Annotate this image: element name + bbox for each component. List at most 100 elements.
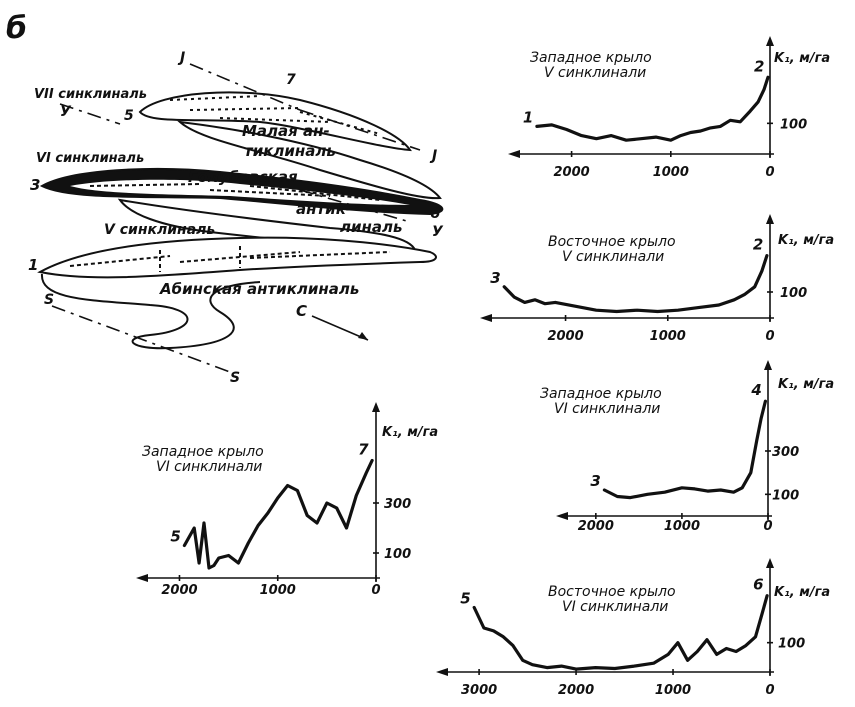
y-tick-label: 100 bbox=[772, 488, 799, 503]
y-axis-arrow bbox=[372, 402, 380, 412]
direction-arrow bbox=[311, 315, 369, 341]
label-n5-map: 5 bbox=[124, 108, 134, 124]
label-syncline-v: V синклиналь bbox=[104, 222, 215, 238]
curve-start-label: 1 bbox=[523, 108, 533, 126]
y-axis-arrow bbox=[766, 214, 774, 224]
x-tick-label: 2000 bbox=[547, 329, 583, 344]
profile-line-S bbox=[51, 305, 231, 373]
label-syncline-vii: VII синклиналь bbox=[34, 87, 147, 102]
abinskaya-anticline-shape bbox=[40, 273, 261, 350]
chart-title-line: Восточное крыло bbox=[548, 234, 676, 250]
chart-title-line: VI синклинали bbox=[156, 459, 262, 475]
y-tick-label: 100 bbox=[780, 286, 807, 301]
chart-title-line: VI синклинали bbox=[562, 599, 668, 615]
x-tick-label: 1000 bbox=[260, 583, 296, 598]
x-tick-label: 2000 bbox=[558, 683, 594, 698]
syncline-vi-shape bbox=[39, 167, 444, 216]
curve-start-label: 5 bbox=[460, 589, 470, 607]
x-tick-label: 0 bbox=[763, 519, 772, 534]
x-tick-label: 1000 bbox=[650, 329, 686, 344]
curve-end-label: 6 bbox=[753, 576, 763, 594]
label-S-bottom: S bbox=[230, 370, 240, 386]
x-tick-label: 0 bbox=[765, 683, 774, 698]
label-antikli-2: линаль bbox=[340, 218, 402, 236]
label-U-left: У bbox=[60, 104, 72, 120]
label-syncline-vi: VI синклиналь bbox=[36, 151, 144, 166]
curve-start-label: 3 bbox=[490, 269, 500, 287]
y-axis-label: K₁, м/га bbox=[778, 377, 834, 392]
chart-title-line: V синклинали bbox=[544, 65, 646, 81]
profile-line-U bbox=[59, 103, 411, 223]
y-axis-arrow bbox=[766, 558, 774, 568]
chart-title-line: Западное крыло bbox=[530, 50, 652, 66]
x-tick-label: 2000 bbox=[161, 583, 197, 598]
chart-title-line: V синклинали bbox=[562, 249, 664, 265]
label-malaya-1: Малая ан- bbox=[242, 122, 330, 140]
label-n3-map: 3 bbox=[30, 176, 40, 194]
chart-title-line: Западное крыло bbox=[540, 386, 662, 402]
profile-curve bbox=[472, 594, 769, 671]
profile-curve bbox=[535, 75, 770, 142]
profile-line-J bbox=[189, 63, 301, 111]
y-axis-label: K₁, м/га bbox=[382, 425, 438, 440]
curve-end-label: 2 bbox=[754, 57, 764, 75]
y-axis-arrow bbox=[766, 36, 774, 46]
syncline-vii-shape bbox=[138, 91, 412, 152]
x-axis-arrow bbox=[136, 574, 148, 582]
y-axis-label: K₁, м/га bbox=[774, 51, 830, 66]
label-n7-map: 7 bbox=[286, 72, 296, 88]
profile-curve bbox=[602, 399, 767, 500]
y-axis-arrow bbox=[764, 360, 772, 370]
profile-line-J-2 bbox=[299, 109, 421, 151]
profile-chart-4: 2000 1000 0 300 100 K₁, м/га Западное крылоVI … bbox=[136, 402, 438, 598]
y-tick-label: 300 bbox=[772, 445, 799, 460]
label-n6-map: 6 bbox=[430, 204, 440, 222]
x-axis-arrow bbox=[480, 314, 492, 322]
label-malaya-2: тиклиналь bbox=[244, 142, 336, 160]
label-S-left: S bbox=[44, 292, 54, 308]
label-J-top: J bbox=[177, 50, 185, 66]
x-axis-arrow bbox=[556, 512, 568, 520]
profile-curve bbox=[502, 254, 769, 314]
x-tick-label: 1000 bbox=[653, 165, 689, 180]
x-tick-label: 3000 bbox=[461, 683, 497, 698]
chart-title-line: VI синклинали bbox=[554, 401, 660, 417]
y-tick-label: 100 bbox=[778, 637, 805, 652]
x-tick-label: 2000 bbox=[554, 165, 590, 180]
label-n1-map: 1 bbox=[28, 256, 38, 274]
curve-end-label: 7 bbox=[358, 441, 369, 459]
label-abinskaya: Абинская антиклиналь bbox=[159, 280, 359, 298]
y-tick-label: 100 bbox=[384, 547, 411, 562]
y-tick-label: 300 bbox=[384, 497, 411, 512]
x-tick-label: 0 bbox=[765, 165, 774, 180]
x-tick-label: 0 bbox=[371, 583, 380, 598]
syncline-v-shape bbox=[37, 236, 437, 279]
x-tick-label: 2000 bbox=[578, 519, 614, 534]
x-tick-label: 1000 bbox=[655, 683, 691, 698]
curve-end-label: 4 bbox=[750, 381, 761, 399]
figure-letter: б bbox=[6, 11, 27, 46]
curve-end-label: 2 bbox=[753, 236, 763, 254]
chart-title-line: Западное крыло bbox=[142, 444, 264, 460]
curve-start-label: 3 bbox=[590, 472, 600, 490]
profile-curve bbox=[182, 458, 374, 570]
label-direction: С bbox=[296, 302, 307, 320]
x-tick-label: 0 bbox=[765, 329, 774, 344]
x-axis-arrow bbox=[436, 668, 448, 676]
profile-chart-3: 2000 1000 0 300 100 K₁, м/га Западное крылоVI … bbox=[540, 360, 834, 534]
x-tick-label: 1000 bbox=[664, 519, 700, 534]
y-axis-label: K₁, м/га bbox=[778, 233, 834, 248]
label-U-right: У bbox=[432, 224, 444, 240]
fold-map: VII синклиналь J 7 У 5 Малая ан- тиклина… bbox=[28, 50, 444, 386]
label-J-right: J bbox=[429, 148, 437, 164]
label-antikli-1: антик- bbox=[296, 200, 352, 218]
label-golubevskaya: Голубевская bbox=[188, 168, 298, 186]
y-axis-label: K₁, м/га bbox=[774, 585, 830, 600]
curve-start-label: 5 bbox=[170, 528, 180, 546]
x-axis-arrow bbox=[508, 150, 520, 158]
y-tick-label: 100 bbox=[780, 117, 807, 132]
chart-title-line: Восточное крыло bbox=[548, 584, 676, 600]
